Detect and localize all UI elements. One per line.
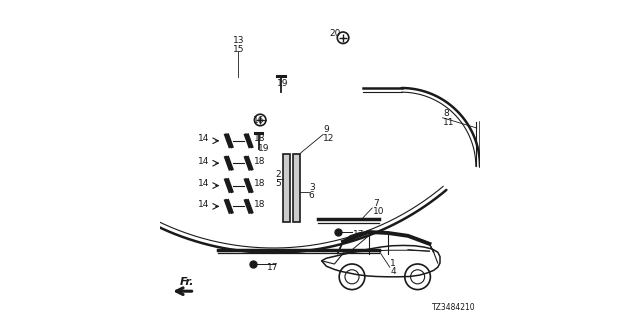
Text: 12: 12 bbox=[323, 134, 335, 143]
Text: 18: 18 bbox=[254, 134, 266, 143]
Text: 14: 14 bbox=[198, 157, 209, 166]
Text: 19: 19 bbox=[278, 79, 289, 88]
Text: 14: 14 bbox=[198, 134, 209, 143]
Text: 14: 14 bbox=[198, 179, 209, 188]
Text: 16: 16 bbox=[253, 116, 264, 124]
Text: 6: 6 bbox=[309, 191, 314, 200]
Text: 8: 8 bbox=[443, 109, 449, 118]
Circle shape bbox=[337, 32, 349, 44]
Text: 18: 18 bbox=[254, 157, 266, 166]
Text: 20: 20 bbox=[330, 29, 340, 38]
Bar bbox=[292, 154, 300, 222]
Text: 4: 4 bbox=[390, 267, 396, 276]
Text: 9: 9 bbox=[323, 125, 329, 134]
Text: 10: 10 bbox=[372, 207, 384, 216]
Text: 11: 11 bbox=[443, 118, 454, 127]
Text: TZ3484210: TZ3484210 bbox=[431, 303, 475, 312]
Text: 17: 17 bbox=[268, 263, 278, 272]
Bar bbox=[283, 154, 290, 222]
Text: 15: 15 bbox=[233, 45, 244, 54]
Text: 5: 5 bbox=[276, 179, 281, 188]
Text: 18: 18 bbox=[254, 179, 266, 188]
Text: 1: 1 bbox=[390, 259, 396, 268]
Text: 7: 7 bbox=[372, 199, 378, 208]
Text: 3: 3 bbox=[309, 183, 314, 192]
Text: 19: 19 bbox=[259, 144, 269, 153]
Text: 17: 17 bbox=[353, 230, 364, 239]
Text: 18: 18 bbox=[254, 200, 266, 209]
Text: 13: 13 bbox=[233, 36, 244, 44]
Text: 2: 2 bbox=[276, 170, 281, 179]
Circle shape bbox=[254, 114, 266, 126]
Text: Fr.: Fr. bbox=[180, 277, 195, 287]
Text: 14: 14 bbox=[198, 200, 209, 209]
